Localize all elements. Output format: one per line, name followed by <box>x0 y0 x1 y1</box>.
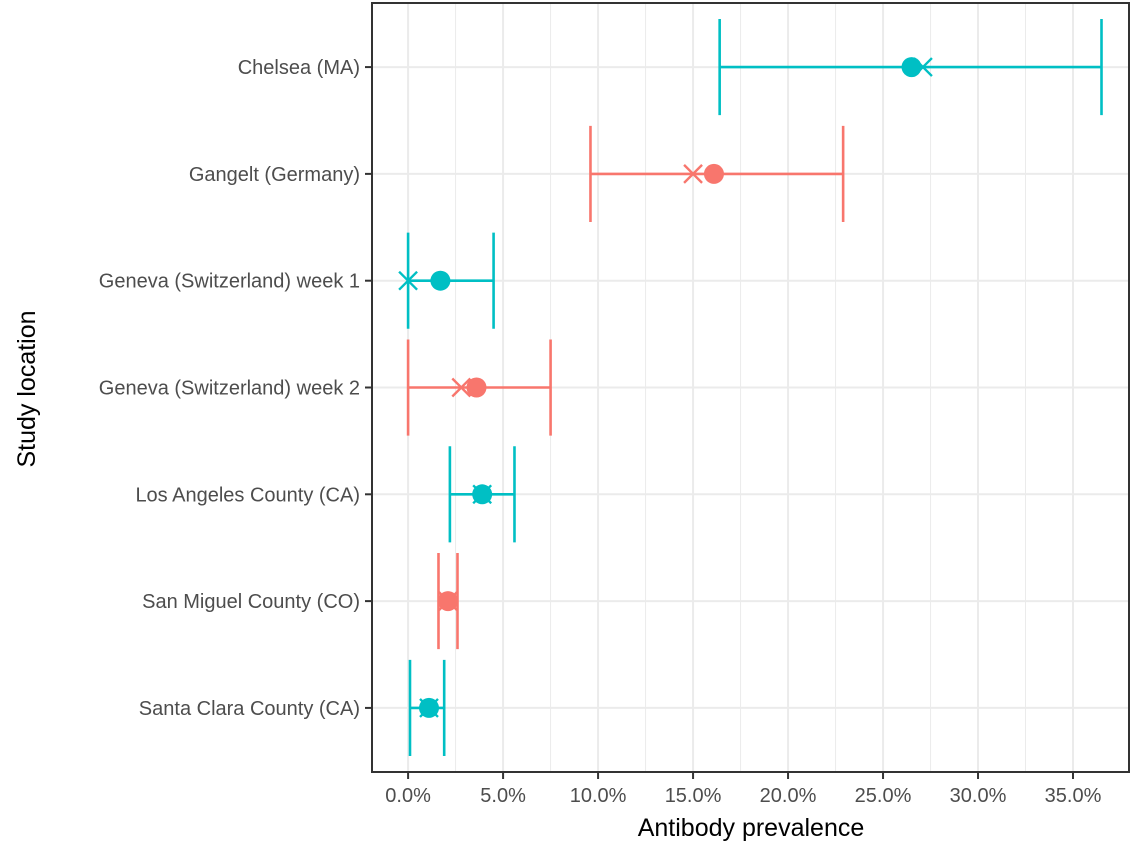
y-tick-label: Geneva (Switzerland) week 2 <box>99 378 360 400</box>
x-tick-label: 25.0% <box>855 785 912 807</box>
grid-layer <box>372 3 1130 772</box>
x-tick-label: 0.0% <box>385 785 431 807</box>
y-tick-label: Gangelt (Germany) <box>189 164 360 186</box>
y-tick-label: Los Angeles County (CA) <box>135 484 360 506</box>
x-tick-label: 30.0% <box>950 785 1007 807</box>
estimate-point <box>418 697 439 718</box>
x-tick-label: 20.0% <box>760 785 817 807</box>
marks-layer <box>398 19 1103 756</box>
estimate-point <box>430 270 451 291</box>
x-tick-label: 5.0% <box>480 785 526 807</box>
estimate-point <box>466 377 487 398</box>
y-axis-title: Study location <box>13 310 41 467</box>
x-tick-label: 10.0% <box>570 785 627 807</box>
y-tick-label: Santa Clara County (CA) <box>139 698 360 720</box>
cross-marker-stroke <box>398 270 418 291</box>
estimate-point <box>437 591 458 612</box>
y-tick-label: Chelsea (MA) <box>238 57 360 79</box>
y-tick-label: San Miguel County (CO) <box>142 591 360 613</box>
axes-layer: 0.0% 5.0% 10.0% 15.0% 20.0% 25.0% 30.0% 35.0% Ch… <box>99 2 1130 807</box>
x-tick-label: 35.0% <box>1045 785 1102 807</box>
y-tick-label: Geneva (Switzerland) week 1 <box>99 271 360 293</box>
x-axis-title: Antibody prevalence <box>638 814 865 842</box>
x-tick-label: 15.0% <box>665 785 722 807</box>
cross-marker-stroke <box>683 164 703 184</box>
estimate-point <box>703 163 724 184</box>
cross-marker-stroke <box>451 377 472 398</box>
estimate-point <box>472 484 493 505</box>
estimate-point <box>901 57 922 78</box>
